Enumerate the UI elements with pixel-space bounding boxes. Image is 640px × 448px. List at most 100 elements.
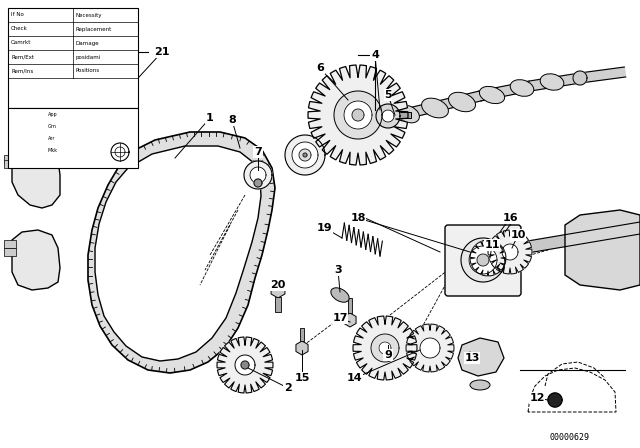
- Polygon shape: [579, 67, 626, 83]
- Polygon shape: [217, 337, 273, 393]
- Text: 4: 4: [371, 50, 379, 60]
- Text: 16: 16: [502, 213, 518, 223]
- Polygon shape: [348, 298, 352, 313]
- Text: Rem/Ext: Rem/Ext: [11, 55, 34, 60]
- Text: 13: 13: [464, 353, 480, 363]
- Ellipse shape: [422, 98, 449, 118]
- Polygon shape: [470, 240, 506, 276]
- Text: App: App: [48, 112, 58, 117]
- Polygon shape: [299, 149, 311, 161]
- Text: Replacement: Replacement: [76, 26, 112, 31]
- Polygon shape: [296, 341, 308, 355]
- Polygon shape: [253, 161, 263, 180]
- Polygon shape: [488, 230, 532, 274]
- Text: posidami: posidami: [76, 55, 101, 60]
- Polygon shape: [115, 147, 125, 157]
- Polygon shape: [406, 324, 454, 372]
- Text: If No: If No: [11, 13, 24, 17]
- Text: Grn: Grn: [48, 124, 57, 129]
- Ellipse shape: [479, 86, 504, 103]
- Polygon shape: [387, 103, 431, 123]
- Text: 17: 17: [332, 313, 348, 323]
- Polygon shape: [461, 238, 505, 282]
- Text: 10: 10: [510, 230, 525, 240]
- Polygon shape: [353, 316, 417, 380]
- Ellipse shape: [331, 288, 349, 302]
- Text: 8: 8: [228, 115, 236, 125]
- Bar: [4, 160, 16, 168]
- Text: Camrkt: Camrkt: [11, 40, 31, 46]
- Polygon shape: [371, 334, 399, 362]
- Text: Damage: Damage: [76, 40, 100, 46]
- Polygon shape: [565, 210, 640, 290]
- Polygon shape: [308, 65, 408, 165]
- Polygon shape: [477, 254, 489, 266]
- Polygon shape: [241, 361, 249, 369]
- Text: 11: 11: [484, 240, 500, 250]
- Polygon shape: [479, 81, 531, 101]
- Polygon shape: [12, 230, 60, 290]
- Ellipse shape: [470, 380, 490, 390]
- Text: 3: 3: [334, 265, 342, 275]
- Polygon shape: [429, 91, 481, 113]
- Polygon shape: [250, 167, 266, 183]
- Ellipse shape: [540, 74, 564, 90]
- Polygon shape: [275, 297, 281, 312]
- Text: 00000629: 00000629: [550, 433, 590, 442]
- Polygon shape: [376, 104, 400, 128]
- Text: 6: 6: [316, 63, 324, 73]
- Polygon shape: [379, 342, 391, 354]
- Text: Check: Check: [11, 26, 28, 31]
- Text: 18: 18: [350, 213, 365, 223]
- Bar: [4, 248, 16, 256]
- Ellipse shape: [510, 80, 534, 96]
- Polygon shape: [88, 132, 275, 373]
- Text: Rem/Ins: Rem/Ins: [11, 69, 33, 73]
- Polygon shape: [292, 142, 318, 168]
- Text: Arr: Arr: [48, 136, 56, 141]
- Text: 21: 21: [154, 47, 170, 57]
- Polygon shape: [573, 71, 587, 85]
- Text: Positions: Positions: [76, 69, 100, 73]
- Text: 2: 2: [284, 383, 292, 393]
- Polygon shape: [300, 328, 304, 341]
- Bar: [8, 108, 138, 168]
- Text: Necessity: Necessity: [76, 13, 102, 17]
- Polygon shape: [111, 143, 129, 161]
- Text: 15: 15: [294, 373, 310, 383]
- Polygon shape: [285, 135, 325, 175]
- Polygon shape: [469, 246, 497, 274]
- Polygon shape: [254, 179, 262, 187]
- Polygon shape: [502, 244, 518, 260]
- Text: 1: 1: [206, 113, 214, 123]
- Text: Mkk: Mkk: [48, 148, 58, 153]
- Polygon shape: [458, 338, 504, 376]
- Polygon shape: [303, 153, 307, 157]
- Polygon shape: [382, 110, 394, 122]
- Text: 5: 5: [384, 90, 392, 100]
- Ellipse shape: [449, 92, 476, 112]
- Ellipse shape: [397, 105, 419, 123]
- Text: 7: 7: [254, 147, 262, 157]
- FancyBboxPatch shape: [445, 225, 521, 296]
- Polygon shape: [344, 101, 372, 129]
- Polygon shape: [271, 282, 285, 298]
- Polygon shape: [548, 393, 562, 407]
- Polygon shape: [420, 338, 440, 358]
- Bar: [8, 8, 138, 108]
- Polygon shape: [334, 91, 382, 139]
- Polygon shape: [395, 112, 411, 118]
- Polygon shape: [12, 145, 60, 208]
- Text: 14: 14: [347, 373, 363, 383]
- Bar: [4, 155, 16, 163]
- Bar: [4, 240, 16, 248]
- Polygon shape: [344, 313, 356, 327]
- Polygon shape: [510, 222, 640, 256]
- Polygon shape: [352, 109, 364, 121]
- Polygon shape: [235, 355, 255, 375]
- Polygon shape: [244, 161, 272, 189]
- Text: 12: 12: [529, 393, 545, 403]
- Polygon shape: [529, 73, 580, 91]
- Text: 20: 20: [270, 280, 285, 290]
- Text: 9: 9: [384, 350, 392, 360]
